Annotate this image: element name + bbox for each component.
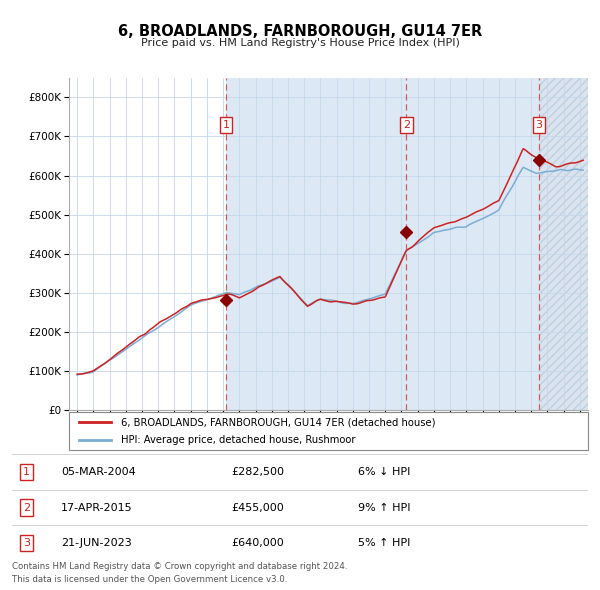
Text: 05-MAR-2004: 05-MAR-2004 — [61, 467, 136, 477]
Text: 3: 3 — [23, 538, 30, 548]
Text: 21-JUN-2023: 21-JUN-2023 — [61, 538, 132, 548]
Bar — [226, 78, 539, 410]
Text: 2: 2 — [403, 120, 410, 130]
Text: 3: 3 — [535, 120, 542, 130]
Text: HPI: Average price, detached house, Rushmoor: HPI: Average price, detached house, Rush… — [121, 435, 355, 445]
Text: 1: 1 — [23, 467, 30, 477]
Text: £640,000: £640,000 — [231, 538, 284, 548]
Text: 9% ↑ HPI: 9% ↑ HPI — [358, 503, 410, 513]
Text: Price paid vs. HM Land Registry's House Price Index (HPI): Price paid vs. HM Land Registry's House … — [140, 38, 460, 48]
Text: £282,500: £282,500 — [231, 467, 284, 477]
Text: 2: 2 — [23, 503, 30, 513]
Bar — [539, 78, 588, 410]
Text: This data is licensed under the Open Government Licence v3.0.: This data is licensed under the Open Gov… — [12, 575, 287, 584]
Text: 17-APR-2015: 17-APR-2015 — [61, 503, 133, 513]
Text: £455,000: £455,000 — [231, 503, 284, 513]
Text: 5% ↑ HPI: 5% ↑ HPI — [358, 538, 410, 548]
Text: 6% ↓ HPI: 6% ↓ HPI — [358, 467, 410, 477]
Text: 6, BROADLANDS, FARNBOROUGH, GU14 7ER: 6, BROADLANDS, FARNBOROUGH, GU14 7ER — [118, 24, 482, 38]
Text: 1: 1 — [223, 120, 229, 130]
Text: Contains HM Land Registry data © Crown copyright and database right 2024.: Contains HM Land Registry data © Crown c… — [12, 562, 347, 571]
Text: 6, BROADLANDS, FARNBOROUGH, GU14 7ER (detached house): 6, BROADLANDS, FARNBOROUGH, GU14 7ER (de… — [121, 417, 436, 427]
